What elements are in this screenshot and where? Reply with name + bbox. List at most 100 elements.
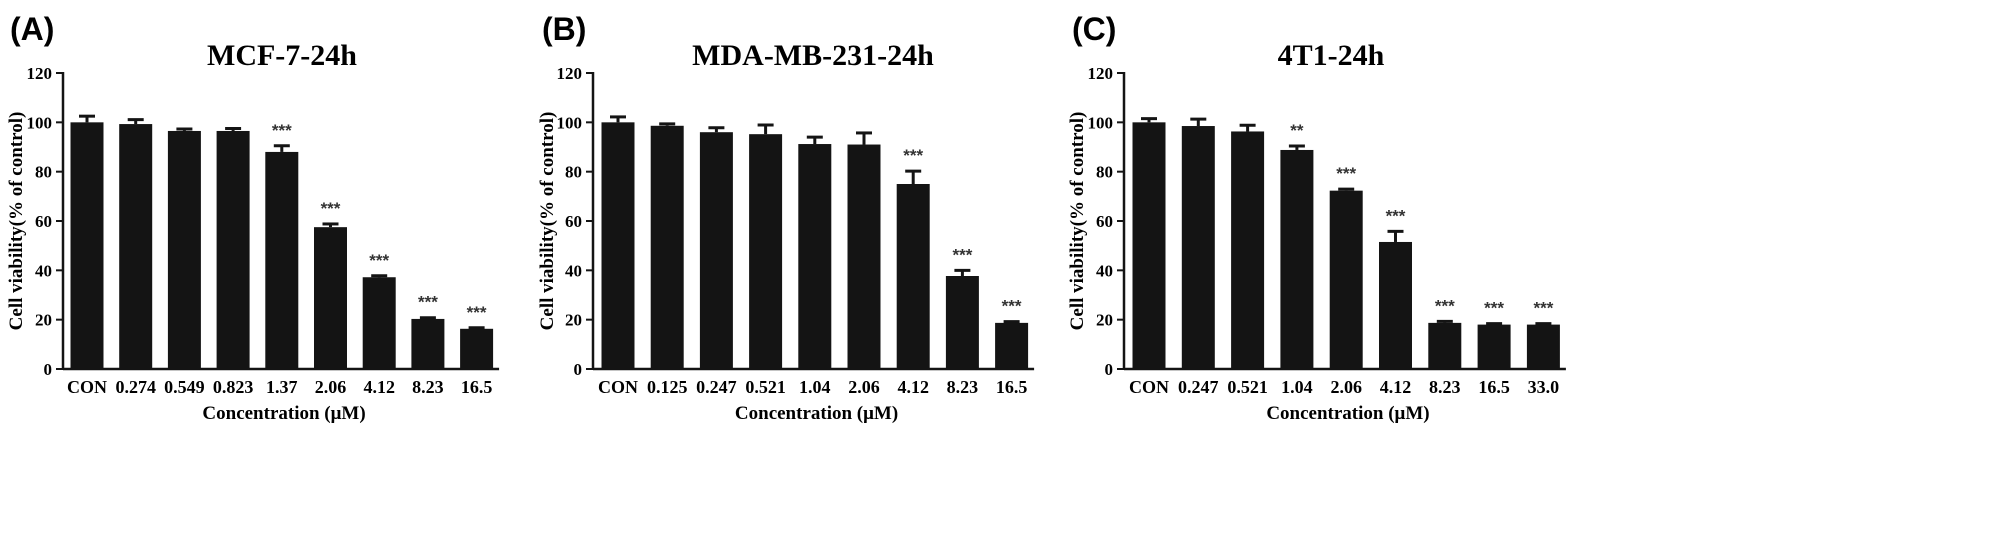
panel-letter: (C)	[1072, 11, 1116, 47]
bar	[411, 318, 445, 369]
chart-panel-b: (B) MDA-MB-231-24h CON 0.125 0.247 0.521 1.04 2…	[537, 11, 1035, 424]
bar	[945, 276, 979, 369]
x-tick-label: 0.521	[745, 377, 786, 397]
y-tick-label: 100	[1088, 113, 1114, 132]
significance-marker: ***	[1002, 297, 1022, 316]
bar	[265, 151, 299, 369]
x-tick-label: 1.04	[799, 377, 831, 397]
y-tick-label: 120	[27, 64, 53, 83]
chart-panel-c: (C) 4T1-24h CON 0.247 0.521 ** 1.04 *** 2.06 *** 4…	[1067, 11, 1566, 424]
x-tick-label: 8.23	[1429, 377, 1461, 397]
bar	[1181, 126, 1215, 370]
x-tick-label: CON	[598, 377, 638, 397]
x-tick-label: 2.06	[315, 377, 347, 397]
y-tick-label: 60	[565, 212, 582, 231]
x-tick-label: 1.37	[266, 377, 298, 397]
x-tick-label: 0.247	[1178, 377, 1219, 397]
bar	[167, 130, 201, 369]
x-tick-label: 2.06	[848, 377, 880, 397]
x-tick-label: 0.247	[696, 377, 737, 397]
chart-panel-a: (A) MCF-7-24h CON 0.274 0.549 0.823 *** 1.37 ***…	[6, 11, 500, 424]
x-tick-label: 4.12	[363, 377, 395, 397]
significance-marker: ***	[1533, 299, 1553, 318]
panel-letter: (A)	[10, 11, 54, 47]
significance-marker: ***	[272, 121, 292, 140]
significance-marker: **	[1290, 121, 1304, 140]
significance-marker: ***	[1484, 299, 1504, 318]
y-tick-label: 20	[1096, 311, 1113, 330]
bar	[847, 144, 881, 369]
x-axis-title: Concentration (μM)	[735, 403, 898, 424]
x-tick-label: 0.274	[115, 377, 156, 397]
x-tick-label: 4.12	[1380, 377, 1412, 397]
y-tick-label: 40	[1096, 261, 1113, 280]
significance-marker: ***	[1386, 206, 1406, 225]
bar	[460, 328, 494, 369]
y-tick-label: 100	[557, 113, 583, 132]
x-tick-label: 16.5	[996, 377, 1028, 397]
significance-marker: ***	[418, 293, 438, 312]
bar	[1428, 322, 1462, 369]
bar	[601, 122, 635, 369]
y-tick-label: 120	[1088, 64, 1114, 83]
y-tick-label: 60	[35, 212, 52, 231]
significance-marker: ***	[952, 245, 972, 264]
y-tick-label: 40	[565, 261, 582, 280]
bar	[119, 124, 153, 369]
bar	[314, 227, 347, 369]
x-tick-label: CON	[67, 377, 107, 397]
x-tick-label: 33.0	[1528, 377, 1560, 397]
bar	[749, 134, 783, 369]
x-axis-title: Concentration (μM)	[1266, 403, 1429, 424]
panel-letter: (B)	[542, 11, 586, 47]
bar	[699, 132, 733, 369]
x-tick-label: 0.125	[647, 377, 688, 397]
x-axis-title: Concentration (μM)	[202, 403, 365, 424]
significance-marker: ***	[369, 251, 389, 270]
y-tick-label: 120	[557, 64, 583, 83]
x-tick-label: 1.04	[1281, 377, 1313, 397]
x-tick-label: 0.823	[213, 377, 254, 397]
y-tick-label: 80	[35, 163, 52, 182]
bar	[1132, 122, 1166, 369]
bar	[1231, 131, 1265, 369]
bar	[896, 184, 930, 369]
bar	[1379, 241, 1412, 369]
chart-title: 4T1-24h	[1278, 39, 1385, 72]
y-axis-title: Cell viability(% of control)	[1067, 112, 1088, 331]
significance-marker: ***	[467, 303, 487, 322]
y-tick-label: 80	[565, 163, 582, 182]
bar	[216, 130, 250, 369]
y-tick-label: 60	[1096, 212, 1113, 231]
bar	[362, 277, 396, 369]
bar	[1477, 324, 1511, 369]
y-tick-label: 0	[574, 360, 583, 379]
x-tick-label: 2.06	[1330, 377, 1362, 397]
y-tick-label: 100	[27, 113, 53, 132]
chart-title: MDA-MB-231-24h	[692, 39, 934, 72]
significance-marker: ***	[321, 199, 341, 218]
bar	[650, 125, 684, 369]
x-tick-label: 16.5	[461, 377, 493, 397]
significance-marker: ***	[903, 146, 923, 165]
significance-marker: ***	[1336, 164, 1356, 183]
y-tick-label: 0	[1105, 360, 1114, 379]
y-axis-title: Cell viability(% of control)	[6, 112, 27, 331]
bar	[995, 322, 1029, 369]
chart-title: MCF-7-24h	[207, 39, 357, 72]
bar	[70, 122, 104, 369]
x-tick-label: CON	[1129, 377, 1169, 397]
bar	[1329, 190, 1363, 369]
bar	[798, 144, 832, 369]
y-axis-title: Cell viability(% of control)	[537, 112, 558, 331]
x-tick-label: 0.521	[1227, 377, 1268, 397]
y-tick-label: 40	[35, 261, 52, 280]
significance-marker: ***	[1435, 296, 1455, 315]
y-tick-label: 0	[44, 360, 53, 379]
y-tick-label: 80	[1096, 163, 1113, 182]
y-tick-label: 20	[565, 311, 582, 330]
x-tick-label: 4.12	[897, 377, 929, 397]
bar	[1280, 149, 1314, 369]
x-tick-label: 8.23	[947, 377, 979, 397]
